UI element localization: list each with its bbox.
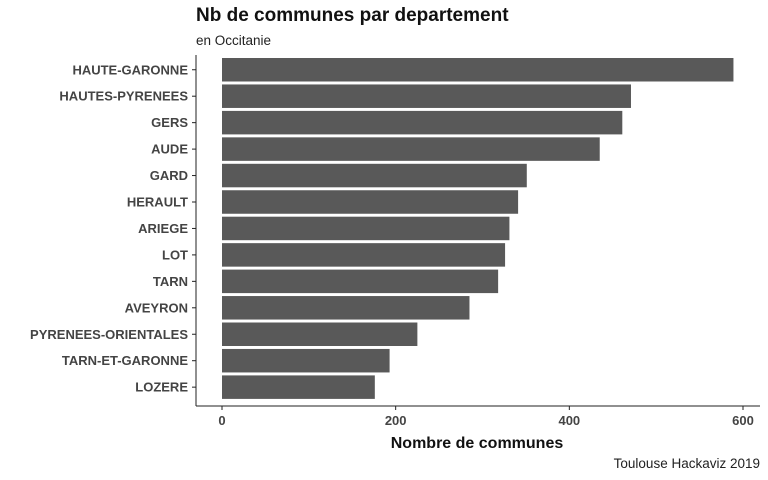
category-label: AUDE	[151, 142, 188, 157]
x-axis-title: Nombre de communes	[391, 435, 564, 452]
chart-title: Nb de communes par departement	[196, 5, 509, 26]
category-label: TARN-ET-GARONNE	[62, 353, 188, 368]
category-label: AVEYRON	[125, 300, 188, 315]
bar-ariege	[222, 216, 510, 241]
category-label: HAUTES-PYRENEES	[59, 89, 188, 104]
bar-aveyron	[222, 296, 470, 320]
bar-gers	[222, 110, 623, 135]
category-label: GERS	[151, 115, 188, 130]
x-tick-label: 200	[385, 413, 407, 428]
bar-herault	[222, 190, 519, 214]
category-label: GARD	[150, 168, 188, 183]
category-label: ARIEGE	[138, 221, 188, 236]
chart-caption: Toulouse Hackaviz 2019	[613, 456, 760, 471]
x-ticks: 0 200 400 600	[218, 406, 754, 428]
category-label: PYRENEES-ORIENTALES	[30, 327, 188, 342]
bar-aude	[222, 137, 600, 161]
x-tick-label: 600	[732, 413, 754, 428]
bar-pyrenees-orientales	[222, 322, 418, 346]
category-label: HAUTE-GARONNE	[72, 62, 188, 77]
chart-subtitle: en Occitanie	[196, 33, 272, 48]
category-labels: HAUTE-GARONNE HAUTES-PYRENEES GERS AUDE GARD…	[30, 62, 196, 395]
category-label: LOZERE	[135, 380, 188, 395]
bar-lot	[222, 243, 506, 267]
bar-tarn	[222, 269, 499, 294]
category-label: HERAULT	[127, 195, 188, 210]
bars-group	[222, 58, 734, 399]
bar-tarn-et-garonne	[222, 348, 390, 373]
bar-gard	[222, 163, 527, 188]
x-tick-label: 0	[218, 413, 225, 428]
bar-lozere	[222, 375, 375, 399]
bar-hautes-pyrenees	[222, 84, 631, 108]
category-label: LOT	[162, 247, 188, 262]
bar-haute-garonne	[222, 58, 734, 82]
category-label: TARN	[153, 274, 188, 289]
x-tick-label: 400	[558, 413, 580, 428]
